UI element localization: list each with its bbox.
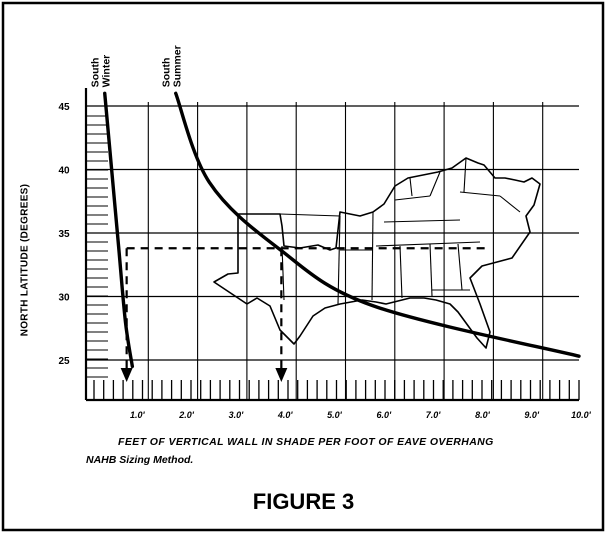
summer-arrow-head [275, 368, 288, 382]
state-border [457, 243, 463, 291]
state-border [459, 191, 501, 197]
series-labels: South Winter South Summer [90, 45, 184, 87]
state-border [409, 177, 413, 197]
x-axis-label: FEET OF VERTICAL WALL IN SHADE PER FOOT … [118, 436, 494, 448]
x-tick-label-6: 6.0' [376, 410, 392, 420]
curves [103, 91, 581, 369]
x-tick-label-2: 2.0' [178, 410, 195, 420]
state-border [371, 211, 374, 301]
x-tick-label-8: 8.0' [475, 410, 491, 420]
state-border [399, 245, 403, 299]
figure-title: FIGURE 3 [252, 489, 355, 514]
south-summer-label: Summer [172, 45, 184, 87]
reference-lines [120, 247, 488, 382]
state-border [429, 243, 433, 297]
y-tick-label-35: 35 [58, 229, 70, 240]
state-border [383, 219, 461, 223]
state-border [279, 213, 341, 217]
x-tick-label-9: 9.0' [524, 410, 540, 420]
x-tick-label-7: 7.0' [426, 410, 442, 420]
south-summer-label: South [161, 58, 173, 88]
state-border [463, 157, 467, 193]
tick-marks [93, 380, 580, 400]
x-tick-label-10: 10.0' [571, 410, 592, 420]
state-border [375, 241, 481, 247]
state-border [429, 171, 441, 197]
tick-labels: 25 30 35 40 45 1.0' 2.0' 3.0' 4.0' 5.0' 6.0' 7.0' 8.… [58, 102, 591, 420]
y-axis-label: NORTH LATITUDE (DEGREES) [14, 150, 36, 370]
south-winter-curve [103, 91, 135, 369]
y-tick-label-45: 45 [58, 102, 70, 113]
winter-arrow-head [120, 368, 133, 382]
x-tick-label-4: 4.0' [277, 410, 294, 420]
south-summer-curve [174, 91, 581, 358]
state-border [499, 195, 521, 213]
y-tick-label-25: 25 [58, 356, 70, 367]
state-border [394, 195, 431, 201]
south-winter-label: Winter [101, 55, 113, 88]
south-winter-label: South [90, 58, 102, 88]
grid [84, 88, 579, 402]
figure-caption: NAHB Sizing Method. [86, 454, 194, 466]
x-tick-label-5: 5.0' [327, 410, 343, 420]
y-tick-label-30: 30 [58, 293, 70, 304]
x-tick-label-3: 3.0' [229, 410, 245, 420]
x-tick-label-1: 1.0' [130, 410, 146, 420]
y-axis-label-text: NORTH LATITUDE (DEGREES) [19, 183, 31, 337]
y-tick-label-40: 40 [58, 166, 70, 177]
